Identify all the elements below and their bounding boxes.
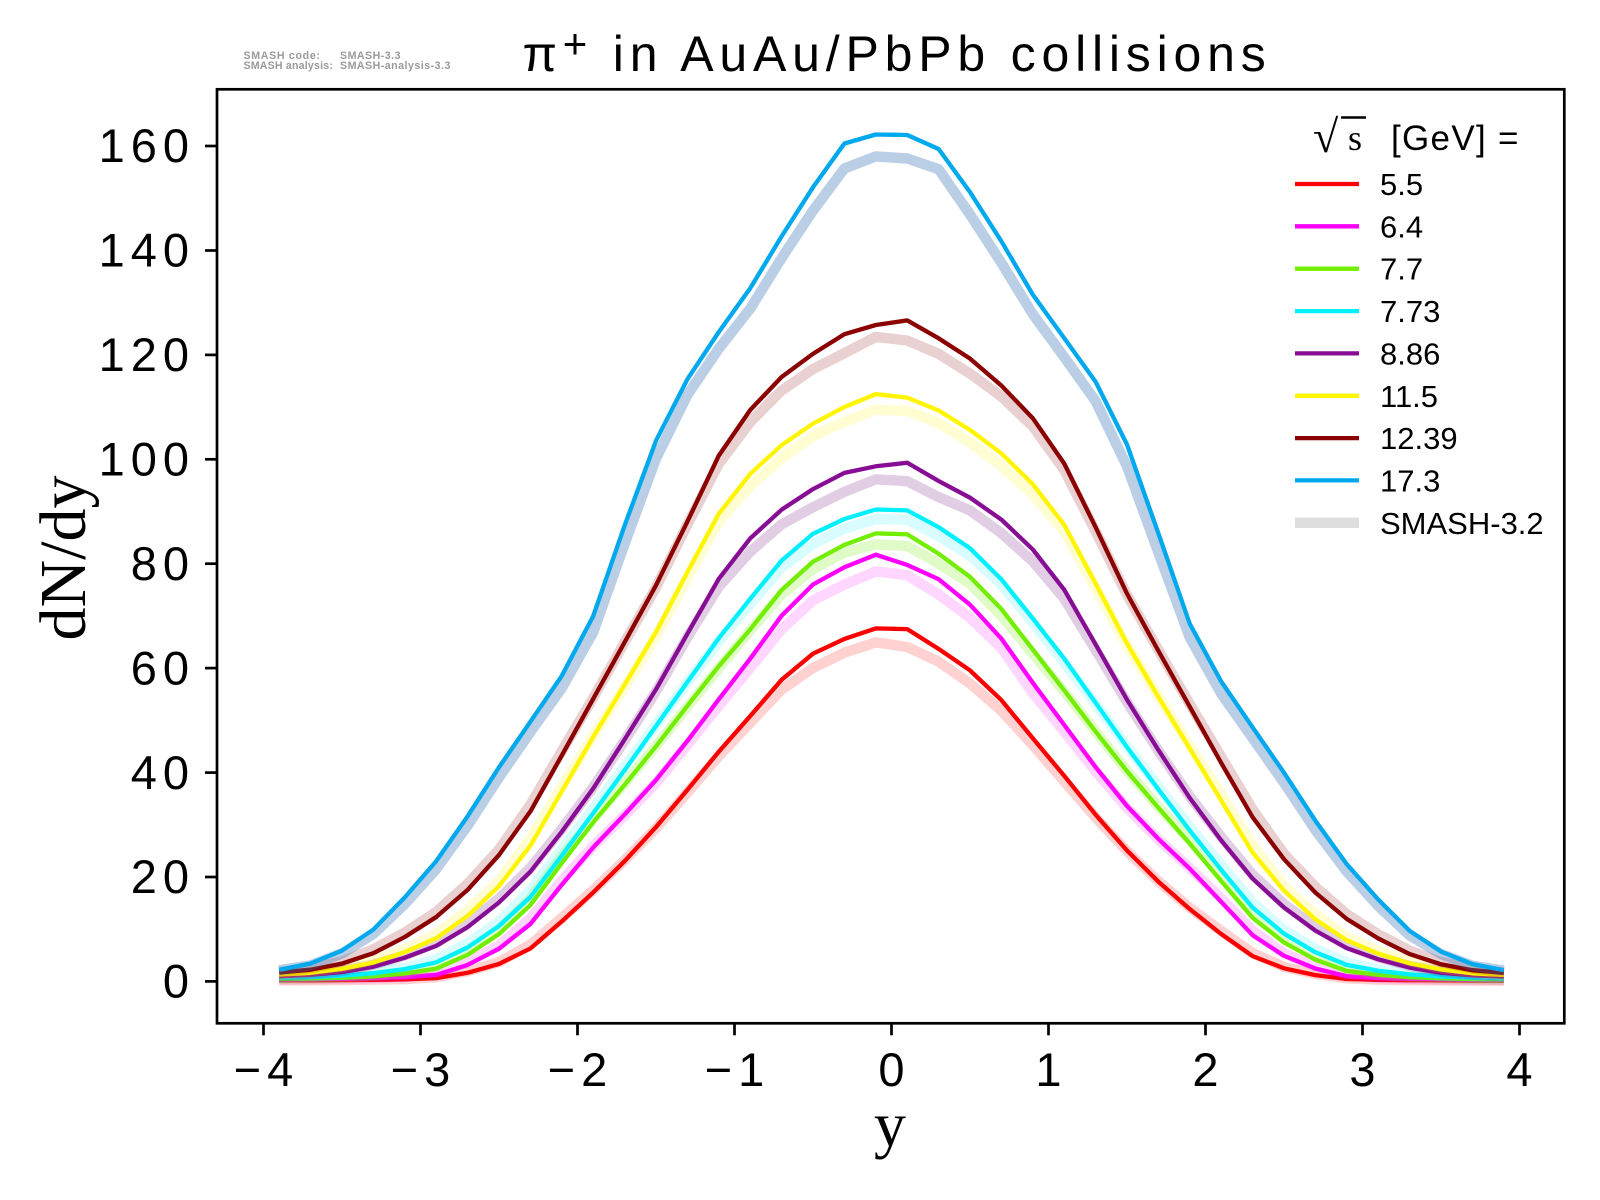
svg-text:3: 3 bbox=[1349, 1043, 1381, 1096]
svg-text:[GeV] =: [GeV] = bbox=[1391, 119, 1520, 158]
svg-text:−2: −2 bbox=[548, 1043, 614, 1096]
svg-text:5.5: 5.5 bbox=[1380, 167, 1423, 202]
svg-text:7.7: 7.7 bbox=[1380, 252, 1423, 287]
svg-text:SMASH analysis:: SMASH analysis: bbox=[244, 60, 334, 72]
svg-text:SMASH code:: SMASH code: bbox=[244, 50, 321, 62]
svg-text:dN/dy: dN/dy bbox=[27, 476, 100, 641]
svg-text:80: 80 bbox=[131, 537, 195, 590]
svg-text:0: 0 bbox=[878, 1043, 910, 1096]
svg-text:SMASH-analysis-3.3: SMASH-analysis-3.3 bbox=[340, 60, 451, 72]
svg-text:20: 20 bbox=[131, 850, 195, 903]
svg-text:0: 0 bbox=[163, 955, 195, 1008]
svg-text:−3: −3 bbox=[391, 1043, 457, 1096]
svg-text:π+ in AuAu/PbPb collisions: π+ in AuAu/PbPb collisions bbox=[522, 20, 1271, 82]
svg-text:4: 4 bbox=[1506, 1043, 1538, 1096]
svg-text:8.86: 8.86 bbox=[1380, 336, 1440, 371]
svg-text:140: 140 bbox=[99, 224, 195, 277]
svg-text:2: 2 bbox=[1192, 1043, 1224, 1096]
svg-text:SMASH-3.3: SMASH-3.3 bbox=[340, 50, 401, 62]
svg-text:17.3: 17.3 bbox=[1380, 463, 1440, 498]
svg-text:−4: −4 bbox=[234, 1043, 300, 1096]
svg-text:−1: −1 bbox=[705, 1043, 771, 1096]
svg-text:6.4: 6.4 bbox=[1380, 209, 1423, 244]
svg-text:60: 60 bbox=[131, 641, 195, 694]
svg-text:40: 40 bbox=[131, 746, 195, 799]
svg-text:12.39: 12.39 bbox=[1380, 421, 1458, 456]
svg-text:7.73: 7.73 bbox=[1380, 294, 1440, 329]
svg-text:120: 120 bbox=[99, 328, 195, 381]
svg-text:√: √ bbox=[1313, 111, 1339, 162]
svg-text:1: 1 bbox=[1035, 1043, 1067, 1096]
svg-text:160: 160 bbox=[99, 119, 195, 172]
svg-text:s: s bbox=[1348, 118, 1362, 158]
svg-text:y: y bbox=[874, 1089, 906, 1160]
svg-text:100: 100 bbox=[99, 433, 195, 486]
svg-text:11.5: 11.5 bbox=[1380, 379, 1438, 414]
svg-text:SMASH-3.2: SMASH-3.2 bbox=[1380, 506, 1544, 541]
